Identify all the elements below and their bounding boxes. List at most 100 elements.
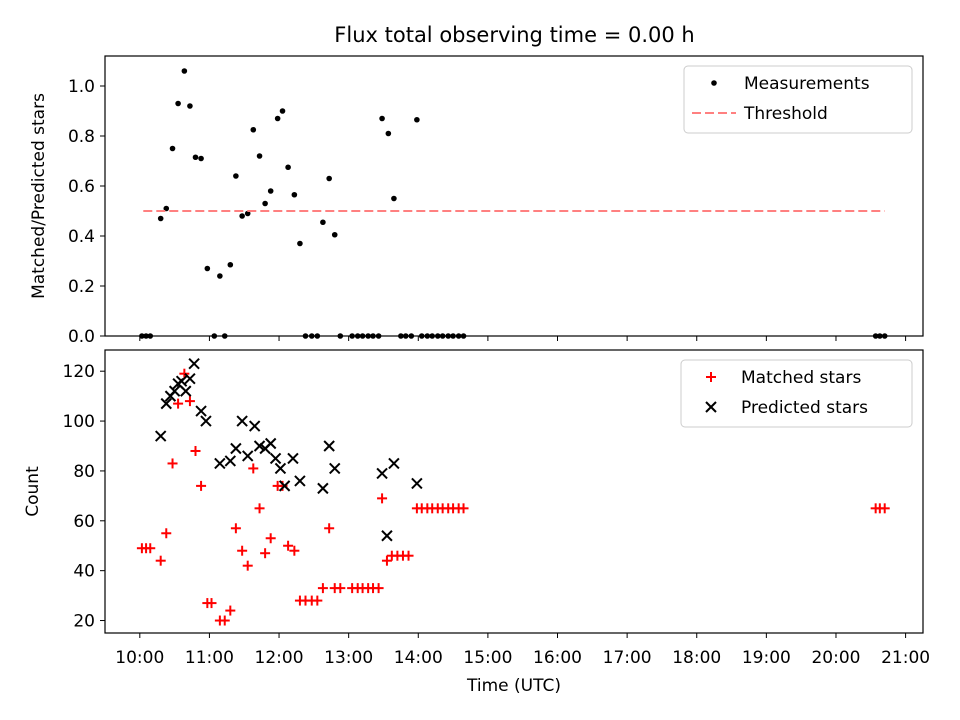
y-tick-label: 0.8	[68, 127, 95, 147]
measurement-point	[285, 164, 291, 171]
measurement-point	[391, 195, 397, 202]
y-tick-label: 120	[63, 362, 95, 382]
predicted-star-stroke	[154, 430, 167, 442]
predicted-star-stroke	[160, 397, 172, 410]
x-tick-label: 19:00	[742, 648, 791, 668]
predicted-star-stroke	[269, 452, 282, 465]
matched-star-point	[377, 493, 388, 504]
predicted-star-stroke	[224, 455, 237, 467]
y-axis: 20 40 60 80 100 120	[63, 362, 105, 632]
predicted-star-point	[195, 405, 207, 417]
matched-star-point	[219, 615, 230, 626]
predicted-star-point	[184, 372, 196, 385]
predicted-star-point	[264, 437, 277, 450]
predicted-star-point	[188, 358, 200, 370]
x-axis-label: Time (UTC)	[466, 676, 561, 696]
chart-title: Flux total observing time = 0.00 h	[334, 23, 694, 47]
predicted-star-stroke	[411, 477, 423, 490]
predicted-star-stroke	[248, 420, 261, 432]
data-marks	[136, 358, 890, 626]
y-tick-label: 100	[63, 412, 95, 432]
y-tick-label: 0.0	[68, 327, 95, 347]
matched-star-point	[242, 560, 253, 571]
predicted-star-stroke	[264, 437, 277, 450]
measurement-point	[414, 116, 420, 123]
measurement-point	[175, 100, 181, 107]
y-tick-label: 40	[73, 562, 95, 582]
measurement-point	[267, 188, 274, 194]
measurement-point	[262, 200, 268, 207]
matched-star-point	[145, 543, 156, 554]
x-tick-label: 11:00	[185, 648, 234, 668]
matched-star-point	[403, 550, 414, 561]
measurement-point	[163, 205, 170, 212]
matched-star-point	[283, 540, 294, 551]
predicted-star-stroke	[230, 442, 242, 455]
matched-star-point	[237, 545, 248, 556]
predicted-star-point	[317, 482, 329, 495]
measurement-point	[181, 68, 188, 74]
predicted-star-stroke	[274, 462, 287, 475]
predicted-star-point	[329, 462, 341, 475]
measurement-point	[233, 173, 239, 179]
matched-star-point	[173, 398, 184, 409]
measurement-point	[198, 155, 204, 162]
measurement-point	[250, 126, 257, 133]
measurement-point	[192, 154, 199, 161]
legend-label: Matched stars	[741, 368, 861, 388]
predicted-star-stroke	[381, 530, 393, 542]
legend-box	[683, 65, 913, 134]
x-tick-label: 18:00	[672, 648, 721, 668]
predicted-star-point	[278, 480, 291, 492]
y-tick-label: 60	[73, 512, 95, 532]
legend-label: Measurements	[744, 74, 870, 94]
predicted-star-point	[323, 440, 335, 452]
predicted-star-stroke	[287, 452, 299, 465]
matched-star-point	[230, 523, 241, 534]
measurement-point	[320, 219, 326, 226]
x-tick-label: 13:00	[324, 648, 373, 668]
measurement-point	[239, 213, 245, 219]
x-axis: 10:00 11:00 12:00 13:00 14:00 15:00 16:00 17:00…	[115, 633, 930, 668]
matched-star-point	[458, 503, 469, 514]
measurement-point	[204, 265, 211, 272]
matched-star-point	[289, 545, 300, 556]
x-tick-label: 14:00	[394, 648, 443, 668]
measurement-point	[244, 210, 251, 217]
predicted-star-stroke	[200, 415, 212, 427]
y-axis-label: Matched/Predicted stars	[29, 93, 49, 299]
predicted-star-point	[388, 457, 400, 470]
predicted-star-point	[175, 375, 188, 387]
x-tick-label: 20:00	[811, 648, 860, 668]
measurement-point	[227, 261, 234, 268]
matched-star-point	[206, 598, 217, 609]
measurement-point	[279, 108, 286, 114]
x-tick-label: 12:00	[255, 648, 304, 668]
top-panel: 0.0 0.2 0.4 0.6 0.8 1.0 Matched/Predicted star…	[29, 55, 924, 347]
matched-star-point	[381, 555, 392, 566]
predicted-star-stroke	[388, 457, 400, 470]
predicted-star-stroke	[188, 358, 200, 370]
legend-box	[680, 359, 913, 428]
y-tick-label: 20	[73, 612, 95, 632]
measurement-point	[157, 215, 164, 222]
measurement-point	[291, 191, 298, 198]
measurement-point	[326, 175, 332, 182]
predicted-star-point	[168, 385, 181, 397]
predicted-star-point	[154, 430, 167, 442]
predicted-star-point	[248, 420, 261, 432]
matched-star-point	[161, 528, 172, 539]
matched-star-point	[184, 396, 195, 407]
predicted-star-point	[411, 477, 423, 490]
x-tick-label: 17:00	[603, 648, 652, 668]
y-axis-label: Count	[23, 466, 43, 517]
predicted-star-point	[180, 385, 192, 397]
y-tick-label: 0.4	[68, 227, 95, 247]
predicted-star-stroke	[376, 467, 388, 480]
predicted-star-stroke	[236, 415, 248, 427]
predicted-star-stroke	[168, 385, 181, 397]
x-tick-label: 16:00	[533, 648, 582, 668]
predicted-star-stroke	[180, 385, 192, 397]
